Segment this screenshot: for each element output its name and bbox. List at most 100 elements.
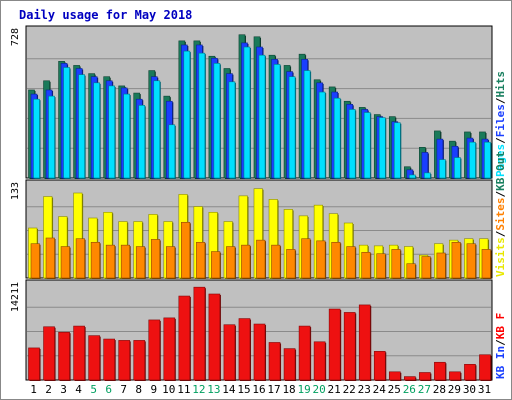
x-tick-label-day-24: 24 bbox=[373, 383, 387, 396]
x-tick-label-day-8: 8 bbox=[135, 383, 142, 396]
bar-pages-day-11 bbox=[183, 50, 191, 179]
bar-pages-day-4 bbox=[78, 74, 85, 179]
bar-kb-f-day-4 bbox=[73, 325, 85, 381]
bar-kb-f-day-3 bbox=[58, 331, 70, 381]
bar-pages-day-28 bbox=[439, 159, 446, 179]
bar-sites-day-3 bbox=[60, 246, 70, 279]
bar-pages-day-6 bbox=[108, 85, 115, 179]
bar-sites-day-10 bbox=[165, 246, 176, 279]
bar-sites-day-9 bbox=[150, 239, 161, 279]
bar-kb-f-day-23 bbox=[358, 304, 371, 381]
bar-kb-f-day-20 bbox=[313, 341, 326, 381]
x-tick-label-day-17: 17 bbox=[267, 383, 280, 396]
bar-kb-f-day-10 bbox=[163, 317, 176, 381]
bar-sites-day-22 bbox=[346, 246, 356, 279]
bar-sites-day-7 bbox=[120, 244, 131, 279]
bar-pages-day-7 bbox=[123, 93, 131, 179]
bar-sites-day-15 bbox=[241, 244, 251, 279]
bar-kb-f-day-31 bbox=[479, 354, 491, 381]
bar-kb-f-day-2 bbox=[43, 326, 55, 381]
x-tick-label-day-2: 2 bbox=[45, 383, 52, 396]
x-tick-label-day-3: 3 bbox=[60, 383, 67, 396]
legend-item: Sites bbox=[494, 198, 507, 231]
bar-sites-day-13 bbox=[211, 251, 221, 279]
bar-kb-f-day-12 bbox=[193, 286, 206, 381]
x-tick-label-day-20: 20 bbox=[313, 383, 326, 396]
bar-pages-day-17 bbox=[273, 64, 281, 179]
bar-pages-day-20 bbox=[318, 91, 326, 179]
y-max-label-hits-files-pages: 728 bbox=[10, 28, 21, 46]
bar-kb-f-day-21 bbox=[328, 308, 341, 381]
bar-kb-f-day-18 bbox=[283, 348, 296, 381]
bar-kb-f-day-15 bbox=[238, 318, 251, 381]
bar-kb-f-day-28 bbox=[434, 361, 446, 381]
x-tick-label-day-25: 25 bbox=[388, 383, 401, 396]
bar-kb-f-day-13 bbox=[208, 293, 221, 381]
y-max-label-kbytes: 14211 bbox=[10, 282, 21, 312]
bar-sites-day-8 bbox=[135, 246, 146, 279]
bar-pages-day-13 bbox=[213, 63, 221, 179]
x-tick-label-day-12: 12 bbox=[192, 383, 205, 396]
bar-sites-day-24 bbox=[376, 253, 386, 279]
bar-kb-f-day-22 bbox=[343, 312, 356, 381]
bar-sites-day-31 bbox=[481, 249, 491, 279]
bar-pages-day-18 bbox=[288, 76, 296, 179]
bar-pages-day-24 bbox=[378, 117, 386, 179]
bar-sites-day-29 bbox=[451, 241, 461, 279]
bar-sites-day-12 bbox=[196, 241, 206, 279]
bar-kb-f-day-8 bbox=[133, 340, 146, 381]
bar-kb-f-day-14 bbox=[223, 324, 236, 381]
bar-sites-day-2 bbox=[45, 237, 55, 279]
bar-kb-f-day-30 bbox=[464, 364, 476, 381]
bar-pages-day-10 bbox=[168, 124, 176, 179]
bar-kb-f-day-7 bbox=[118, 340, 131, 381]
bar-sites-day-27 bbox=[421, 256, 431, 279]
bar-pages-day-30 bbox=[469, 141, 476, 179]
x-tick-label-day-6: 6 bbox=[105, 383, 112, 396]
x-tick-label-day-16: 16 bbox=[252, 383, 265, 396]
x-tick-label-day-5: 5 bbox=[90, 383, 97, 396]
bar-pages-day-14 bbox=[228, 81, 236, 179]
bar-pages-day-9 bbox=[153, 80, 161, 179]
x-tick-label-day-15: 15 bbox=[237, 383, 250, 396]
bar-sites-day-18 bbox=[286, 249, 296, 279]
bar-sites-day-4 bbox=[75, 238, 85, 279]
bar-sites-day-14 bbox=[226, 246, 236, 279]
bar-pages-day-23 bbox=[363, 112, 371, 179]
x-tick-label-day-30: 30 bbox=[463, 383, 476, 396]
bar-pages-day-2 bbox=[48, 95, 55, 179]
x-tick-label-day-23: 23 bbox=[358, 383, 371, 396]
bar-sites-day-21 bbox=[331, 241, 341, 279]
bar-pages-day-8 bbox=[138, 105, 146, 179]
x-tick-label-day-7: 7 bbox=[120, 383, 127, 396]
bar-pages-day-25 bbox=[393, 122, 401, 179]
legend-separator: / bbox=[494, 191, 507, 198]
x-tick-label-day-18: 18 bbox=[282, 383, 295, 396]
bar-sites-day-6 bbox=[105, 244, 115, 279]
bar-kb-f-day-5 bbox=[88, 335, 100, 381]
bar-kb-f-day-29 bbox=[449, 371, 461, 381]
bar-kb-f-day-26 bbox=[404, 376, 416, 381]
chart-title: Daily usage for May 2018 bbox=[19, 8, 193, 22]
bar-pages-day-16 bbox=[258, 54, 266, 179]
bar-sites-day-17 bbox=[271, 244, 281, 279]
x-tick-label-day-4: 4 bbox=[75, 383, 82, 396]
legend-kbytes: KB In/KB F bbox=[494, 313, 507, 379]
bar-sites-day-28 bbox=[436, 252, 446, 279]
legend-item: Files bbox=[494, 104, 507, 137]
bar-sites-day-26 bbox=[406, 263, 416, 279]
bar-pages-day-26 bbox=[409, 174, 416, 179]
legend-separator: / bbox=[494, 339, 507, 346]
x-tick-label-day-11: 11 bbox=[177, 383, 190, 396]
bar-sites-day-16 bbox=[256, 239, 266, 279]
x-tick-label-day-26: 26 bbox=[403, 383, 416, 396]
bar-pages-day-1 bbox=[33, 98, 40, 179]
bar-sites-day-5 bbox=[90, 241, 100, 279]
bar-sites-day-1 bbox=[30, 243, 40, 279]
legend-separator: / bbox=[494, 137, 507, 144]
bar-pages-day-3 bbox=[63, 67, 70, 179]
bar-pages-day-12 bbox=[198, 52, 206, 179]
bar-pages-day-22 bbox=[348, 109, 356, 179]
